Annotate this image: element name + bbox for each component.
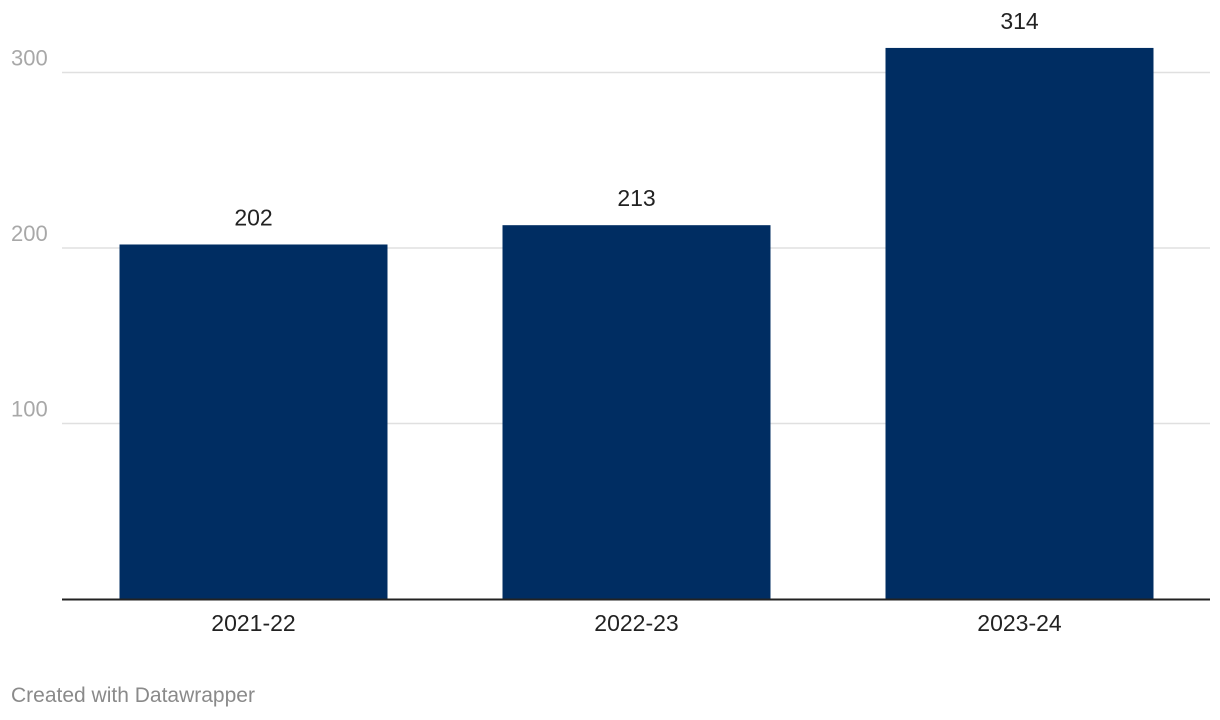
x-tick-label: 2022-23 [594,610,678,636]
y-tick-label: 100 [11,397,48,422]
value-labels: 202 213 314 [234,8,1039,231]
bar-chart: 100 200 300 202 213 314 2021-22 2022-23 2023-2… [11,8,1210,636]
y-axis-tick-labels: 100 200 300 [11,46,48,422]
bars [119,47,1154,600]
datawrapper-credit: Created with Datawrapper [11,684,255,707]
bar-2022-23 [502,225,771,599]
bar-2023-24 [885,47,1154,600]
bar-2021-22 [119,244,388,600]
x-axis-tick-labels: 2021-22 2022-23 2023-24 [211,610,1062,636]
x-tick-label: 2023-24 [977,610,1062,636]
value-label: 202 [234,204,272,230]
y-tick-label: 200 [11,221,48,246]
value-label: 314 [1000,8,1039,34]
y-tick-label: 300 [11,46,48,71]
value-label: 213 [617,185,655,211]
x-tick-label: 2021-22 [211,610,295,636]
